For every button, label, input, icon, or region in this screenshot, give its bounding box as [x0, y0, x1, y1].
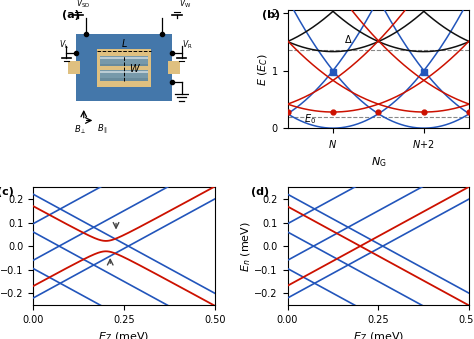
Bar: [97, 48, 151, 87]
X-axis label: $E_{\rm Z}$ (meV): $E_{\rm Z}$ (meV): [353, 331, 404, 339]
X-axis label: $E_{\rm Z}$ (meV): $E_{\rm Z}$ (meV): [99, 331, 150, 339]
Bar: [76, 34, 97, 101]
Text: (d): (d): [251, 187, 269, 197]
Text: (c): (c): [0, 187, 14, 197]
Text: $E_0$: $E_0$: [304, 112, 316, 126]
Bar: [68, 61, 80, 75]
Bar: [151, 34, 172, 101]
Bar: [76, 34, 172, 101]
Text: $L$: $L$: [120, 38, 128, 49]
Bar: [100, 64, 148, 66]
Bar: [100, 70, 148, 81]
Text: $B_{\parallel}$: $B_{\parallel}$: [97, 123, 108, 136]
Bar: [100, 57, 148, 59]
Text: $V_{\rm R}$: $V_{\rm R}$: [182, 39, 192, 52]
Text: $W$: $W$: [129, 62, 141, 74]
Bar: [168, 61, 180, 75]
Text: $V_{\rm L}$: $V_{\rm L}$: [59, 39, 69, 52]
Bar: [100, 71, 148, 74]
Y-axis label: $E$ ($E_C$): $E$ ($E_C$): [256, 53, 270, 86]
Y-axis label: $E_n$ (meV): $E_n$ (meV): [239, 221, 253, 272]
Text: $B_{\perp}$: $B_{\perp}$: [73, 123, 86, 136]
Text: $\Delta$: $\Delta$: [344, 33, 353, 45]
Bar: [100, 78, 148, 81]
Text: (b): (b): [262, 10, 280, 20]
Bar: [97, 34, 151, 48]
Text: $V_{\rm SD}$: $V_{\rm SD}$: [76, 0, 91, 10]
Text: (a): (a): [62, 10, 80, 20]
Bar: [100, 56, 148, 66]
X-axis label: $N_{\rm G}$: $N_{\rm G}$: [371, 155, 386, 169]
Bar: [97, 87, 151, 101]
Text: $V_{\rm W}$: $V_{\rm W}$: [179, 0, 191, 10]
